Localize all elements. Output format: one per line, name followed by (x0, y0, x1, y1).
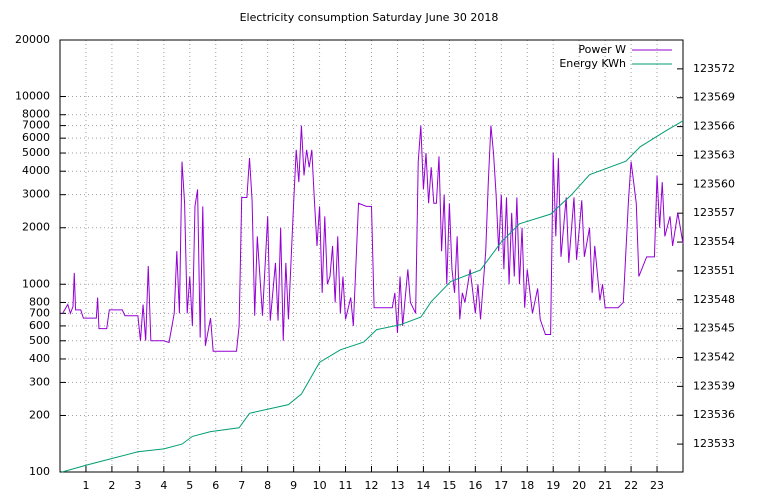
legend-label: Power W (578, 43, 626, 56)
x-tick-label: 16 (468, 479, 482, 492)
series-line (61, 120, 684, 473)
x-tick-label: 22 (624, 479, 638, 492)
x-tick-label: 6 (212, 479, 219, 492)
chart-title: Electricity consumption Saturday June 30… (240, 11, 499, 24)
y2-tick-label: 123560 (693, 177, 735, 190)
x-tick-label: 15 (442, 479, 456, 492)
x-tick-label: 5 (186, 479, 193, 492)
x-tick-label: 20 (572, 479, 586, 492)
x-tick-label: 14 (416, 479, 430, 492)
y2-tick-label: 123554 (693, 235, 735, 248)
y-tick-label: 7000 (22, 119, 50, 132)
x-tick-label: 8 (264, 479, 271, 492)
x-tick-label: 12 (365, 479, 379, 492)
x-tick-label: 23 (650, 479, 664, 492)
y2-tick-label: 123539 (693, 379, 735, 392)
legend-label: Energy KWh (559, 57, 626, 70)
y2-tick-label: 123548 (693, 293, 735, 306)
y2-tick-label: 123551 (693, 264, 735, 277)
x-tick-label: 4 (160, 479, 167, 492)
y-tick-label: 200 (29, 408, 50, 421)
y-tick-label: 20000 (15, 33, 50, 46)
y2-tick-label: 123566 (693, 120, 735, 133)
x-tick-label: 3 (134, 479, 141, 492)
x-tick-label: 10 (313, 479, 327, 492)
y-tick-label: 4000 (22, 164, 50, 177)
y-tick-label: 300 (29, 375, 50, 388)
y-tick-label: 1000 (22, 277, 50, 290)
y-tick-label: 100 (29, 465, 50, 478)
y2-tick-label: 123545 (693, 322, 735, 335)
x-tick-label: 18 (520, 479, 534, 492)
x-tick-label: 11 (339, 479, 353, 492)
y-tick-label: 400 (29, 352, 50, 365)
y2-tick-label: 123536 (693, 408, 735, 421)
x-tick-label: 1 (82, 479, 89, 492)
y-tick-label: 2000 (22, 221, 50, 234)
y2-tick-label: 123557 (693, 206, 735, 219)
y2-tick-label: 123572 (693, 62, 735, 75)
y-tick-label: 5000 (22, 146, 50, 159)
y2-tick-label: 123533 (693, 437, 735, 450)
plot-frame (59, 39, 684, 473)
y-tick-label: 800 (29, 295, 50, 308)
x-tick-label: 9 (290, 479, 297, 492)
y2-tick-label: 123563 (693, 148, 735, 161)
x-tick-label: 13 (390, 479, 404, 492)
x-tick-label: 19 (546, 479, 560, 492)
y-tick-label: 500 (29, 334, 50, 347)
y-tick-label: 6000 (22, 131, 50, 144)
x-tick-label: 7 (238, 479, 245, 492)
y-tick-label: 700 (29, 306, 50, 319)
x-tick-label: 17 (494, 479, 508, 492)
y-tick-label: 600 (29, 319, 50, 332)
y2-tick-label: 123542 (693, 351, 735, 364)
series-line (62, 125, 684, 352)
x-tick-label: 2 (108, 479, 115, 492)
y-tick-label: 3000 (22, 188, 50, 201)
y-tick-label: 8000 (22, 108, 50, 121)
x-tick-label: 21 (598, 479, 612, 492)
y-tick-label: 10000 (15, 90, 50, 103)
y2-tick-label: 123569 (693, 91, 735, 104)
